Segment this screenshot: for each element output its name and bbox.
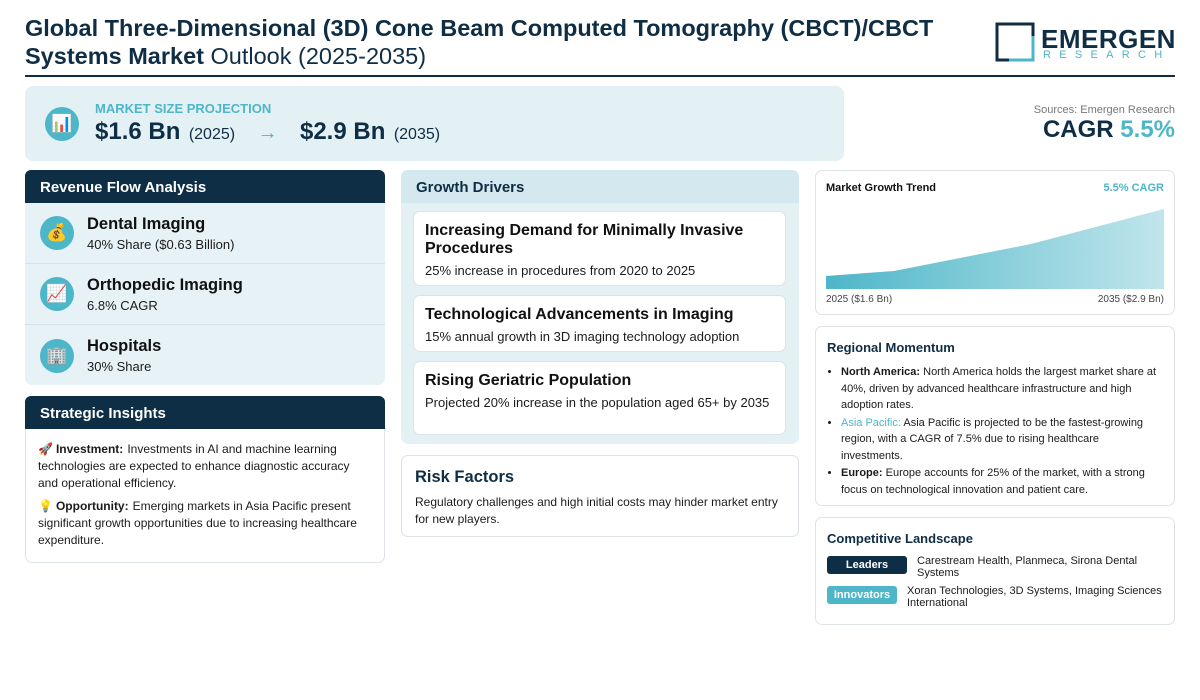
trend-badge: 5.5% CAGR xyxy=(1103,182,1164,194)
driver-card: Technological Advancements in Imaging 15%… xyxy=(413,295,786,352)
regional-title: Regional Momentum xyxy=(827,340,955,355)
start-year: (2025) xyxy=(188,126,236,143)
item-icon: 💰 xyxy=(40,216,74,250)
competitive-landscape: Competitive Landscape Leaders Carestream … xyxy=(815,517,1175,625)
regional-list: North America: North America holds the l… xyxy=(827,364,1163,498)
revenue-item: 📈 Orthopedic Imaging 6.8% CAGR xyxy=(25,264,385,325)
trend-area xyxy=(826,209,1164,289)
competitor-names: Carestream Health, Planmeca, Sirona Dent… xyxy=(917,555,1138,579)
title-rule xyxy=(25,75,1175,77)
regional-momentum: Regional Momentum North America: North A… xyxy=(815,326,1175,506)
insights-list: 🚀 Investment: Investments in AI and machin… xyxy=(26,429,384,549)
item-text: Hospitals 30% Share xyxy=(87,337,161,374)
driver-card: Rising Geriatric Population Projected 20%… xyxy=(413,361,786,435)
logo-name: EMERGEN xyxy=(1041,24,1176,54)
risk-text: Regulatory challenges and high initial c… xyxy=(415,495,778,526)
item-detail: 6.8% CAGR xyxy=(87,297,158,313)
risk-title: Risk Factors xyxy=(415,468,515,486)
section-header: Growth Drivers xyxy=(401,170,799,203)
trend-end: 2035 ($2.9 Bn) xyxy=(1097,294,1164,305)
driver-text: 15% annual growth in 3D imaging technolo… xyxy=(425,329,740,344)
section-header: Strategic Insights xyxy=(25,396,385,429)
driver-text: 25% increase in procedures from 2020 to … xyxy=(425,263,696,278)
revenue-flow: Revenue Flow Analysis 💰 Dental Imaging 40%… xyxy=(25,170,385,385)
insight-label: Investment: xyxy=(55,442,124,456)
competitor-row: Leaders Carestream Health, Planmeca, Siro… xyxy=(827,555,1163,579)
insight-text: Emerging markets in Asia Pacific present… xyxy=(38,499,357,547)
competitor-row: Innovators Xoran Technologies, 3D Systems… xyxy=(827,585,1163,609)
region-item: North America: North America holds the l… xyxy=(841,364,1163,414)
cagr-value: 5.5% xyxy=(1120,116,1175,143)
title-rest: Outlook (2025-2035) xyxy=(210,43,427,69)
region-text: Asia Pacific is projected to be the fast… xyxy=(841,416,1144,462)
section-header: Revenue Flow Analysis xyxy=(25,170,385,203)
projection-values: $1.6 Bn (2025) → $2.9 Bn (2035) xyxy=(95,118,440,146)
driver-text: Projected 20% increase in the population… xyxy=(425,395,770,410)
item-detail: 30% Share xyxy=(87,359,152,374)
strategic-insights: Strategic Insights 🚀 Investment: Investmen… xyxy=(25,396,385,563)
region-name: North America: xyxy=(841,366,921,378)
insight-icon: 💡 xyxy=(38,499,53,513)
region-item: Europe: Europe accounts for 25% of the m… xyxy=(841,465,1163,498)
region-name: Europe: xyxy=(841,467,883,479)
insight: 💡 Opportunity: Emerging markets in Asia Pa… xyxy=(38,498,372,549)
growth-drivers: Growth Drivers Increasing Demand for Min… xyxy=(401,170,799,444)
competitor-names: Xoran Technologies, 3D Systems, Imaging … xyxy=(907,585,1162,609)
driver-title: Rising Geriatric Population xyxy=(425,372,632,389)
region-item: Asia Pacific: Asia Pacific is projected … xyxy=(841,415,1163,465)
insight: 🚀 Investment: Investments in AI and machin… xyxy=(38,441,372,492)
revenue-item: 🏢 Hospitals 30% Share xyxy=(25,325,385,386)
cagr-label: CAGR xyxy=(1042,116,1114,143)
competitive-title: Competitive Landscape xyxy=(827,531,973,546)
driver-title: Increasing Demand for Minimally Invasive… xyxy=(425,222,744,257)
item-text: Orthopedic Imaging 6.8% CAGR xyxy=(87,276,243,313)
region-text: Europe accounts for 25% of the market, w… xyxy=(841,467,1145,496)
insight-label: Opportunity: xyxy=(55,499,129,513)
item-name: Hospitals xyxy=(87,337,162,355)
region-name: Asia Pacific: xyxy=(841,416,901,429)
projection-box: 📊 MARKET SIZE PROJECTION $1.6 Bn (2025) … xyxy=(25,86,844,161)
risk-factors: Risk Factors Regulatory challenges and h… xyxy=(401,455,799,537)
region-text: North America holds the largest market s… xyxy=(841,366,1157,411)
insight-text: Investments in AI and machine learning t… xyxy=(38,442,350,490)
item-text: Dental Imaging 40% Share ($0.63 Billion) xyxy=(87,215,234,252)
item-icon: 🏢 xyxy=(40,338,74,373)
competitive-list: Leaders Carestream Health, Planmeca, Siro… xyxy=(827,555,1163,609)
item-detail: 40% Share ($0.63 Billion) xyxy=(87,236,235,252)
end-year: (2035) xyxy=(393,126,441,143)
title-bold: Global Three-Dimensional (3D) Cone Beam … xyxy=(25,15,934,69)
revenue-list: 💰 Dental Imaging 40% Share ($0.63 Billion)… xyxy=(25,203,385,386)
item-name: Dental Imaging xyxy=(87,214,206,233)
projection-icon: 📊 xyxy=(45,107,79,141)
revenue-item: 💰 Dental Imaging 40% Share ($0.63 Billion) xyxy=(25,203,385,264)
projection-label: MARKET SIZE PROJECTION xyxy=(95,101,272,116)
item-name: Orthopedic Imaging xyxy=(87,275,243,294)
sources: Sources: Emergen Research xyxy=(1033,104,1175,116)
logo-mark xyxy=(995,22,1035,62)
cagr: CAGR 5.5% xyxy=(1043,116,1175,144)
logo-sub: RESEARCH xyxy=(1043,49,1171,61)
end-value: $2.9 Bn xyxy=(299,118,386,145)
competitor-tag: Leaders xyxy=(827,556,907,574)
start-value: $1.6 Bn xyxy=(95,118,181,145)
logo: EMERGEN RESEARCH xyxy=(995,22,1175,64)
competitor-tag: Innovators xyxy=(827,586,897,604)
page-title: Global Three-Dimensional (3D) Cone Beam … xyxy=(25,14,985,70)
driver-title: Technological Advancements in Imaging xyxy=(425,306,734,323)
insight-icon: 🚀 xyxy=(38,442,53,456)
market-trend: Market Growth Trend 5.5% CAGR 2025 ($1.6… xyxy=(815,170,1175,315)
trend-start: 2025 ($1.6 Bn) xyxy=(826,294,893,305)
item-icon: 📈 xyxy=(40,277,74,311)
trend-title: Market Growth Trend xyxy=(826,182,937,194)
driver-card: Increasing Demand for Minimally Invasive… xyxy=(413,211,786,286)
arrow: → xyxy=(257,122,278,144)
